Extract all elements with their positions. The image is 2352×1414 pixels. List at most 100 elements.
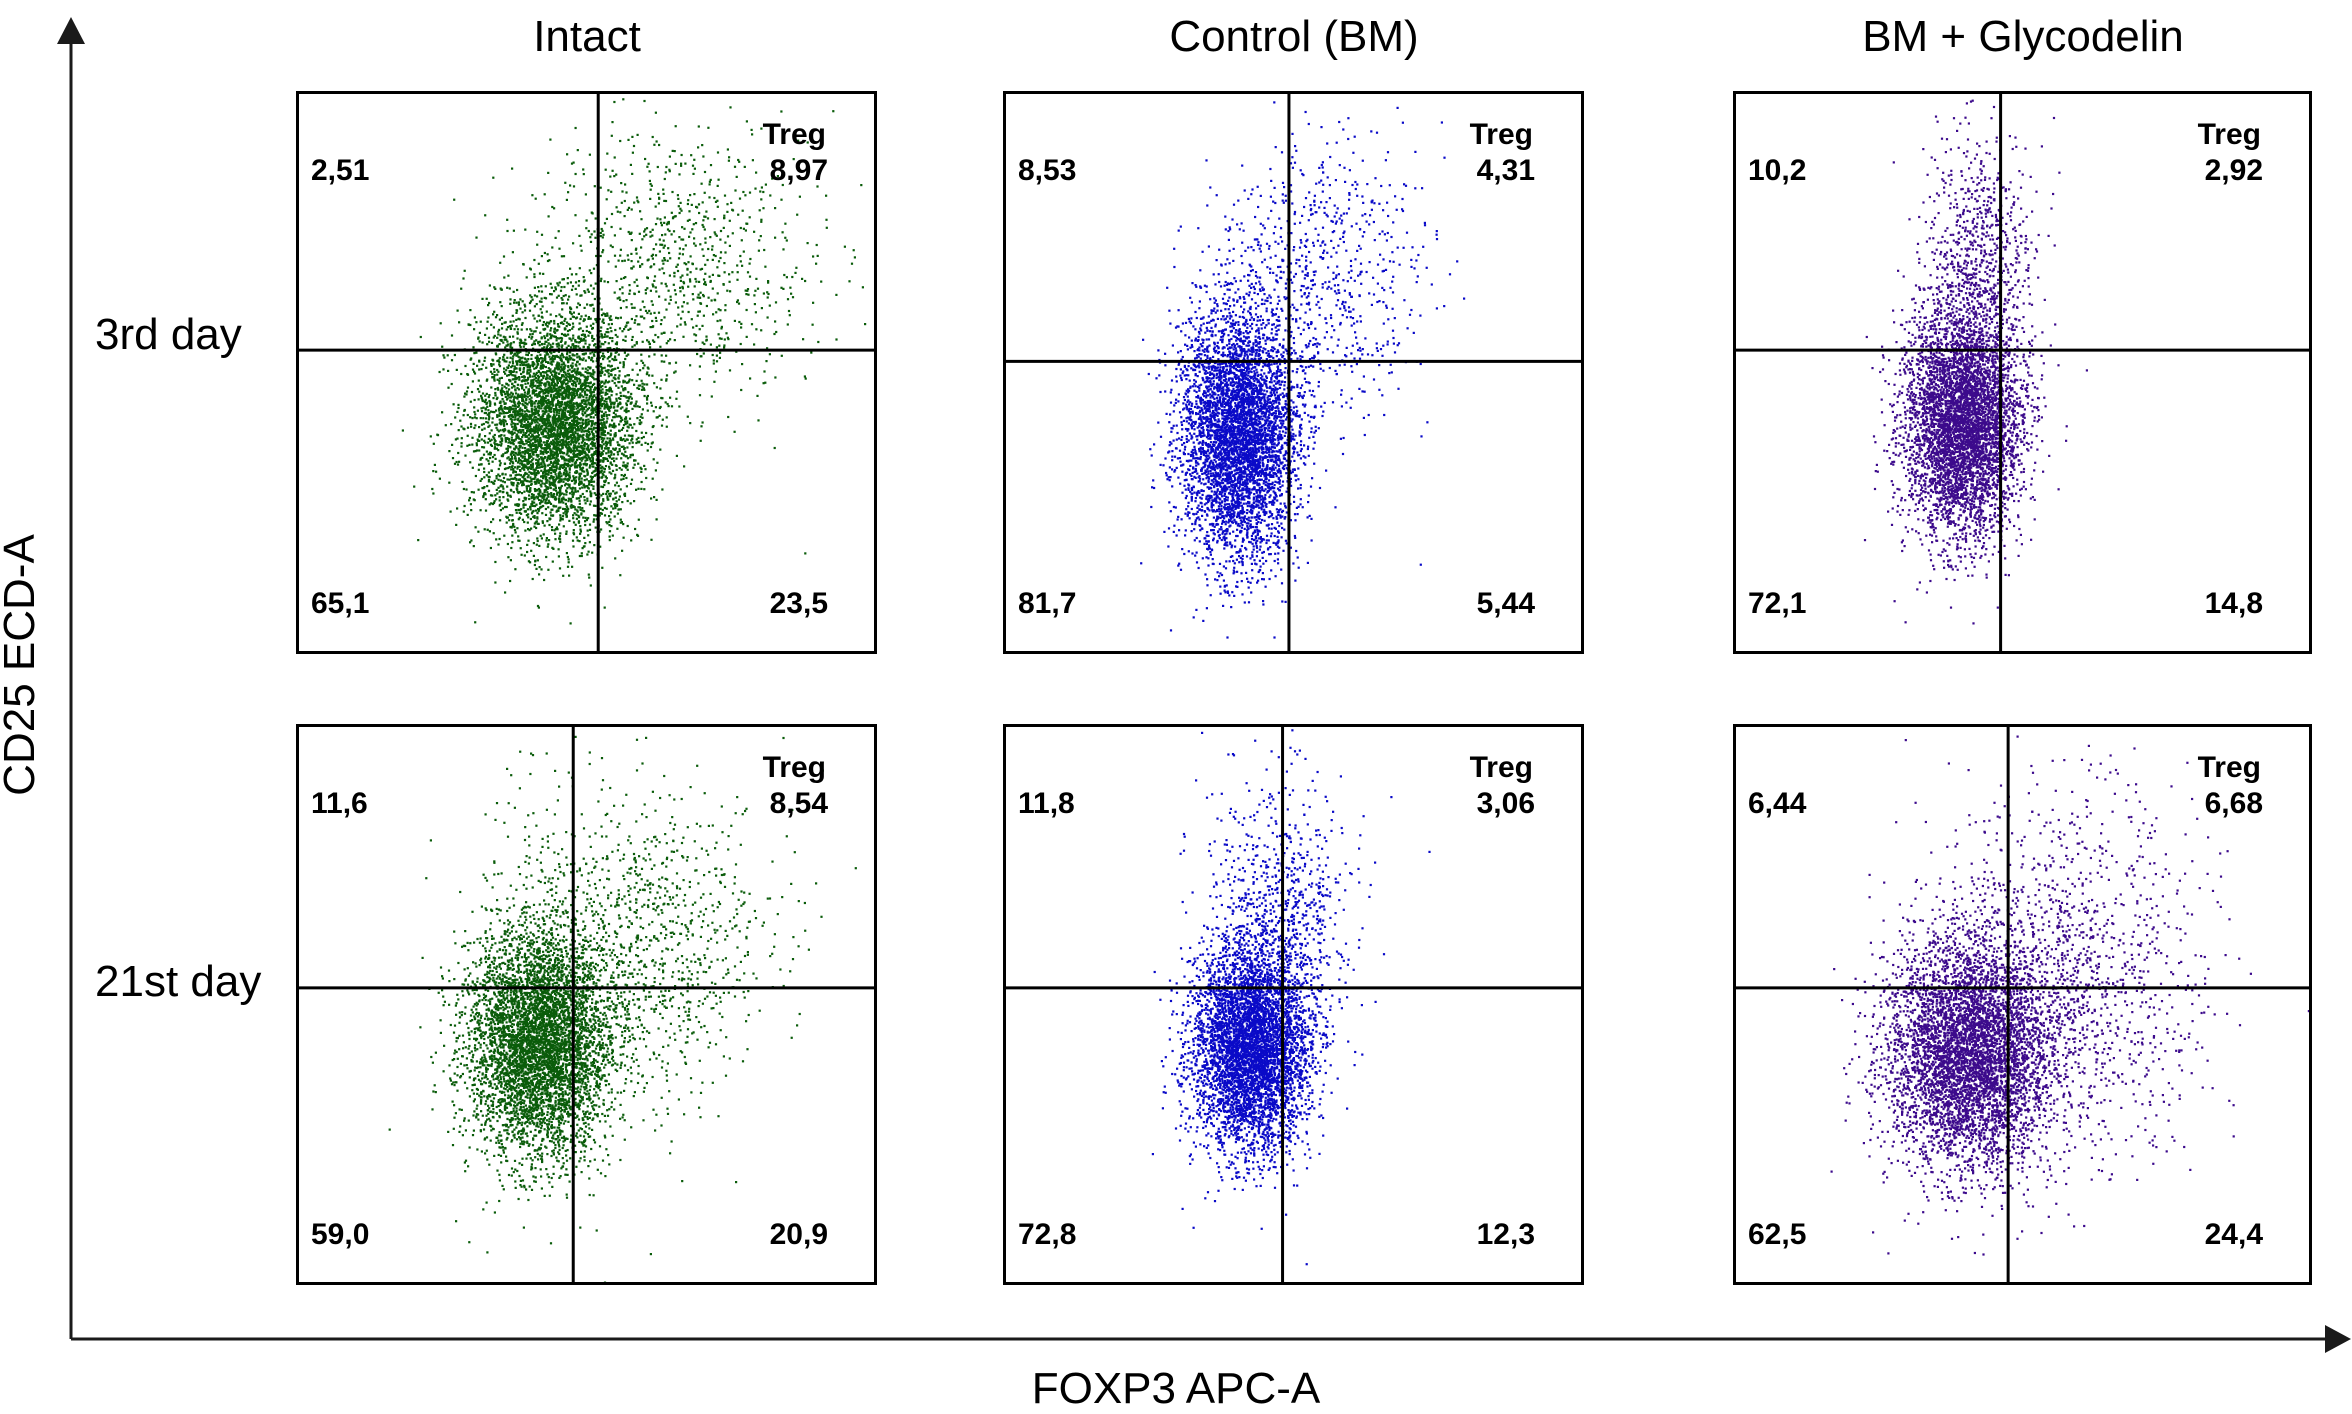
event-point bbox=[545, 508, 547, 510]
event-point bbox=[549, 333, 551, 335]
event-point bbox=[555, 446, 557, 448]
event-point bbox=[533, 408, 535, 410]
event-point bbox=[635, 401, 637, 403]
event-point bbox=[659, 250, 661, 252]
event-point bbox=[527, 410, 529, 412]
event-point bbox=[595, 470, 597, 472]
event-point bbox=[451, 383, 453, 385]
event-point bbox=[584, 524, 586, 526]
event-point bbox=[601, 415, 603, 417]
event-point bbox=[442, 354, 444, 356]
event-point bbox=[490, 363, 492, 365]
event-point bbox=[590, 484, 592, 486]
event-point bbox=[536, 516, 538, 518]
event-point bbox=[443, 357, 445, 359]
event-point bbox=[612, 508, 614, 510]
event-point bbox=[641, 432, 643, 434]
event-point bbox=[617, 405, 619, 407]
event-point bbox=[546, 497, 548, 499]
event-point bbox=[608, 521, 610, 523]
event-point bbox=[603, 356, 605, 358]
event-point bbox=[648, 374, 650, 376]
event-point bbox=[506, 357, 508, 359]
event-point bbox=[488, 396, 490, 398]
event-point bbox=[556, 414, 558, 416]
event-point bbox=[544, 525, 546, 527]
event-point bbox=[510, 478, 512, 480]
event-point bbox=[590, 393, 592, 395]
event-point bbox=[552, 360, 554, 362]
event-point bbox=[631, 339, 633, 341]
event-point bbox=[482, 392, 484, 394]
event-point bbox=[580, 374, 582, 376]
event-point bbox=[509, 361, 511, 363]
event-point bbox=[590, 500, 592, 502]
event-point bbox=[631, 318, 633, 320]
event-point bbox=[519, 369, 521, 371]
event-point bbox=[618, 377, 620, 379]
event-point bbox=[616, 500, 618, 502]
event-point bbox=[572, 496, 574, 498]
event-point bbox=[485, 417, 487, 419]
event-point bbox=[623, 361, 625, 363]
event-point bbox=[554, 533, 556, 535]
event-point bbox=[591, 328, 593, 330]
event-point bbox=[585, 397, 587, 399]
event-point bbox=[641, 444, 643, 446]
event-point bbox=[551, 457, 553, 459]
event-point bbox=[481, 424, 483, 426]
event-point bbox=[524, 447, 526, 449]
event-point bbox=[617, 441, 619, 443]
event-point bbox=[625, 409, 627, 411]
event-point bbox=[585, 419, 587, 421]
event-point bbox=[600, 486, 602, 488]
event-point bbox=[528, 401, 530, 403]
row-label-21st-day: 21st day bbox=[95, 957, 261, 1007]
event-point bbox=[502, 342, 504, 344]
event-point bbox=[531, 408, 533, 410]
event-point bbox=[571, 273, 573, 275]
event-point bbox=[522, 447, 524, 449]
event-point bbox=[599, 445, 601, 447]
event-point bbox=[543, 335, 545, 337]
event-point bbox=[534, 564, 536, 566]
event-point bbox=[487, 304, 489, 306]
event-point bbox=[538, 510, 540, 512]
event-point bbox=[478, 469, 480, 471]
event-point bbox=[561, 321, 563, 323]
event-point bbox=[528, 494, 530, 496]
event-point bbox=[551, 407, 553, 409]
event-point bbox=[490, 444, 492, 446]
event-point bbox=[600, 422, 602, 424]
event-point bbox=[644, 468, 646, 470]
event-point bbox=[553, 398, 555, 400]
event-point bbox=[543, 424, 545, 426]
event-point bbox=[464, 270, 466, 272]
event-point bbox=[584, 542, 586, 544]
event-point bbox=[469, 461, 471, 463]
event-point bbox=[507, 500, 509, 502]
event-point bbox=[459, 420, 461, 422]
event-point bbox=[472, 467, 474, 469]
event-point bbox=[564, 388, 566, 390]
event-point bbox=[553, 422, 555, 424]
event-point bbox=[484, 357, 486, 359]
event-point bbox=[627, 374, 629, 376]
event-point bbox=[495, 316, 497, 318]
event-point bbox=[621, 385, 623, 387]
event-point bbox=[572, 487, 574, 489]
event-point bbox=[506, 375, 508, 377]
event-point bbox=[530, 436, 532, 438]
event-point bbox=[498, 343, 500, 345]
event-point bbox=[522, 429, 524, 431]
event-point bbox=[619, 495, 621, 497]
event-point bbox=[653, 410, 655, 412]
event-point bbox=[593, 416, 595, 418]
event-point bbox=[535, 377, 537, 379]
event-point bbox=[608, 342, 610, 344]
event-point bbox=[538, 290, 540, 292]
event-point bbox=[458, 429, 460, 431]
event-point bbox=[640, 488, 642, 490]
event-point bbox=[537, 445, 539, 447]
event-point bbox=[585, 399, 587, 401]
